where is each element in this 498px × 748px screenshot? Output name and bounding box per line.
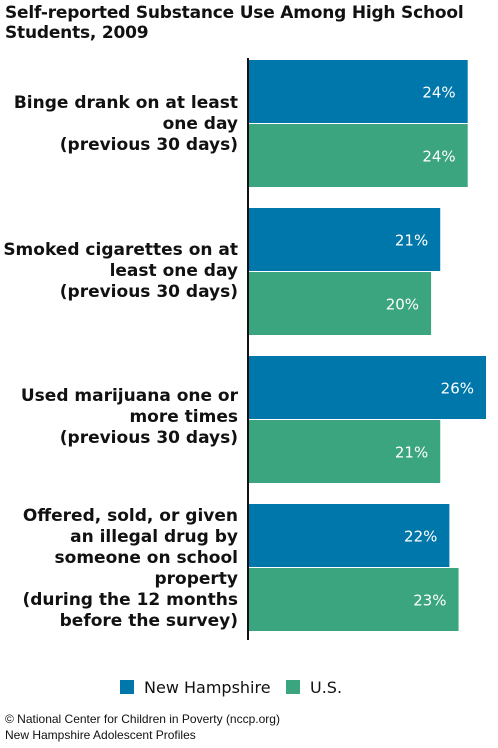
data-label-new-hampshire-3: 22% <box>404 528 437 546</box>
data-label-us-0: 24% <box>422 148 455 166</box>
bar-new-hampshire-0 <box>248 60 468 123</box>
legend-swatch-us <box>286 680 300 694</box>
bar-us-3 <box>248 568 459 631</box>
bar-us-0 <box>248 124 468 187</box>
data-label-new-hampshire-1: 21% <box>395 232 428 250</box>
bar-us-1 <box>248 272 432 335</box>
category-label-smoking: Smoked cigarettes on at least one day (p… <box>3 240 238 302</box>
bars-group: 24% 24% 21% 20% 26% 21% 22% 23% <box>248 60 486 631</box>
legend-label-new-hampshire: New Hampshire <box>144 677 271 697</box>
data-label-new-hampshire-2: 26% <box>441 380 474 398</box>
bar-us-2 <box>248 420 441 483</box>
source-line-2: New Hampshire Adolescent Profiles <box>5 728 196 742</box>
legend-item-new-hampshire: New Hampshire <box>120 677 271 697</box>
category-label-marijuana: Used marijuana one or more times (previo… <box>20 386 238 448</box>
chart-title: Self-reported Substance Use Among High S… <box>5 3 464 43</box>
data-label-new-hampshire-0: 24% <box>422 84 455 102</box>
data-label-us-2: 21% <box>395 444 428 462</box>
data-label-us-3: 23% <box>413 592 446 610</box>
source-line-1: © National Center for Children in Povert… <box>5 712 280 726</box>
bar-new-hampshire-1 <box>248 208 441 271</box>
category-label-binge-drinking: Binge drank on at least one day (previou… <box>13 93 238 155</box>
source-note: © National Center for Children in Povert… <box>5 711 280 743</box>
legend-label-us: U.S. <box>310 677 343 697</box>
bar-new-hampshire-3 <box>248 504 450 567</box>
legend-swatch-new-hampshire <box>120 680 134 694</box>
bar-new-hampshire-2 <box>248 356 486 419</box>
data-label-us-1: 20% <box>386 296 419 314</box>
legend-item-us: U.S. <box>286 677 342 697</box>
category-label-illegal-drug-offered: Offered, sold, or given an illegal drug … <box>22 506 238 631</box>
